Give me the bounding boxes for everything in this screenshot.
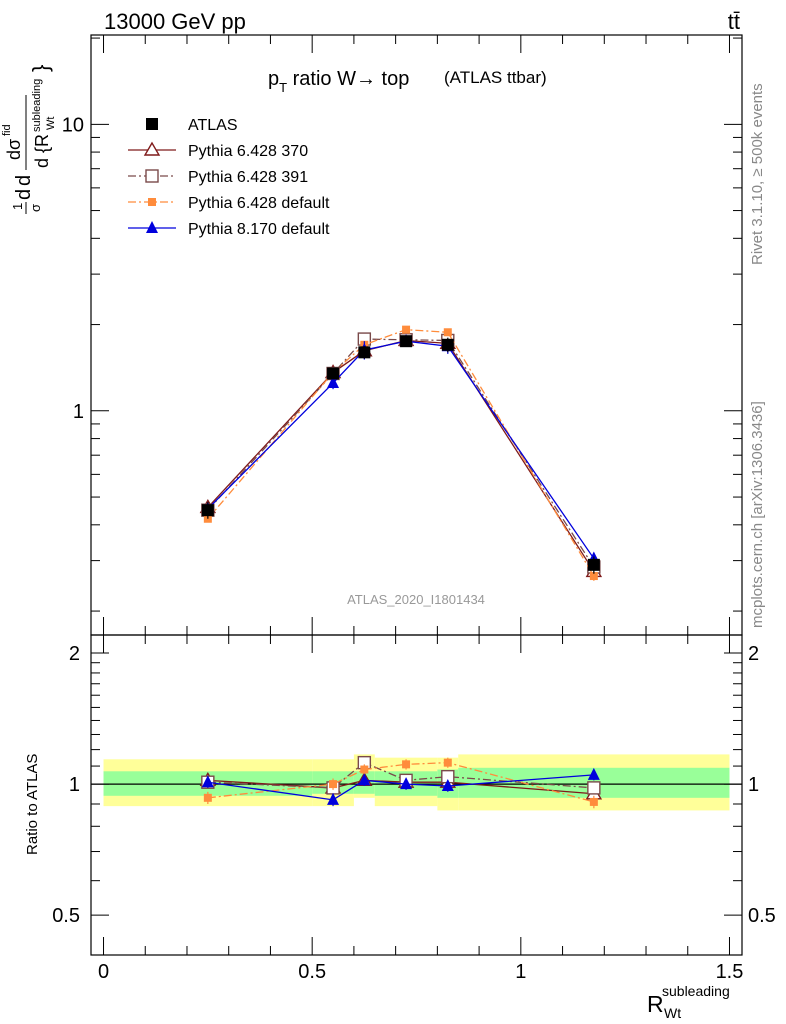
ratio-line — [207, 774, 594, 801]
ratio-point — [327, 792, 340, 805]
legend-marker — [145, 169, 159, 183]
ratio-point — [203, 793, 212, 802]
x-tick-label: 1.5 — [716, 961, 744, 983]
data-point — [587, 558, 600, 571]
ratio-frame — [90, 634, 743, 956]
data-point — [201, 504, 214, 517]
ratio-point — [402, 760, 411, 769]
legend-label: ATLAS — [188, 117, 238, 134]
series-line — [207, 339, 595, 572]
ratio-pythia-6-428-default — [203, 757, 598, 809]
ratio-point — [400, 777, 413, 790]
ratio-point — [360, 765, 369, 774]
ratio-line — [207, 762, 595, 803]
data-point — [358, 346, 371, 359]
ratio-ylabel: Ratio to ATLAS — [24, 754, 41, 855]
y-tick-label: 1 — [73, 401, 84, 423]
ratio-point — [441, 778, 454, 791]
data-point — [589, 572, 598, 581]
data-point — [400, 335, 413, 348]
legend-marker — [146, 221, 158, 233]
ratio-y-tick-label: 0.5 — [748, 905, 776, 927]
legend-entry: Pythia 6.428 391 — [128, 169, 308, 186]
legend-label: Pythia 6.428 370 — [188, 143, 308, 160]
ratio-point — [329, 780, 338, 789]
svg-text:dσ: dσ — [4, 139, 24, 160]
ratio-point — [358, 773, 371, 786]
ratio-point — [589, 797, 598, 806]
ratio-y-tick-label: 2 — [69, 643, 80, 665]
ratio-y-tick-label: 1 — [748, 774, 759, 796]
x-tick-label: 0 — [98, 961, 109, 983]
x-tick-label: 0.5 — [298, 961, 326, 983]
legend-marker — [146, 118, 158, 130]
legend-label: Pythia 6.428 391 — [188, 169, 308, 186]
svg-text:σ: σ — [28, 204, 43, 212]
ratio-line — [207, 761, 594, 789]
series-line — [207, 328, 595, 577]
legend-label: Pythia 6.428 default — [188, 195, 330, 212]
legend: ATLAS Pythia 6.428 370 Pythia 6.428 391 Pyt… — [128, 117, 330, 238]
legend-marker — [143, 141, 161, 156]
series-atlas — [201, 335, 600, 574]
main-ylabel: d 1 σ d dσ fid d {R subleading Wt } — [1, 65, 57, 214]
analysis-tag: ATLAS_2020_I1801434 — [347, 592, 485, 607]
svg-text:Wt: Wt — [664, 1005, 681, 1021]
svg-text:Wt: Wt — [45, 117, 57, 130]
y-tick-label: 10 — [62, 114, 84, 136]
svg-text:subleading: subleading — [31, 79, 43, 132]
legend-entry: Pythia 6.428 370 — [128, 141, 308, 160]
svg-text:d: d — [13, 175, 35, 186]
svg-text:}: } — [28, 65, 53, 72]
legend-entry: ATLAS — [146, 117, 238, 134]
legend-entry: Pythia 8.170 default — [128, 221, 330, 238]
panel-title-small: (ATLAS ttbar) — [444, 68, 547, 87]
legend-label: Pythia 8.170 default — [188, 221, 330, 238]
source-label: mcplots.cern.ch [arXiv:1306.3436] — [749, 401, 766, 628]
svg-text:subleading: subleading — [662, 983, 730, 999]
svg-text:1: 1 — [10, 203, 25, 210]
main-panel: 1 10 pT ratio W→ top (ATLAS ttbar) d 1 σ … — [1, 34, 766, 955]
series-line — [207, 338, 595, 568]
ratio-point — [587, 767, 600, 780]
process-label: tt̄ — [728, 9, 740, 34]
data-point — [443, 328, 452, 337]
ratio-panel: 0 0.5 1 1.5 0.5 0.5 1 1 2 2 Ratio to ATLAS — [24, 634, 776, 983]
svg-text:R: R — [647, 991, 664, 1017]
x-tick-label: 1 — [515, 961, 526, 983]
ratio-point — [201, 775, 214, 788]
ratio-pythia-8-170-default — [201, 767, 600, 807]
data-point — [327, 376, 340, 389]
ratio-y-tick-label: 0.5 — [52, 905, 80, 927]
ratio-y-tick-label: 1 — [69, 774, 80, 796]
svg-text:fid: fid — [1, 124, 13, 136]
svg-text:d {R: d {R — [32, 134, 52, 168]
series-pythia-6-428-391 — [201, 332, 601, 574]
data-point — [327, 367, 340, 380]
series-line — [207, 340, 595, 559]
ratio-point — [587, 781, 601, 795]
ratio-point — [443, 758, 452, 767]
ratio-y-tick-label: 2 — [748, 643, 759, 665]
data-point — [402, 325, 411, 334]
x-axis-label: R subleading Wt — [647, 983, 730, 1021]
svg-text:d: d — [13, 189, 35, 200]
legend-entry: Pythia 6.428 default — [128, 195, 330, 212]
rivet-label: Rivet 3.1.10, ≥ 500k events — [749, 83, 766, 265]
data-point — [441, 338, 454, 351]
beam-label: 13000 GeV pp — [104, 9, 246, 34]
panel-title: pT ratio W→ top — [268, 68, 409, 95]
legend-marker — [148, 198, 156, 206]
